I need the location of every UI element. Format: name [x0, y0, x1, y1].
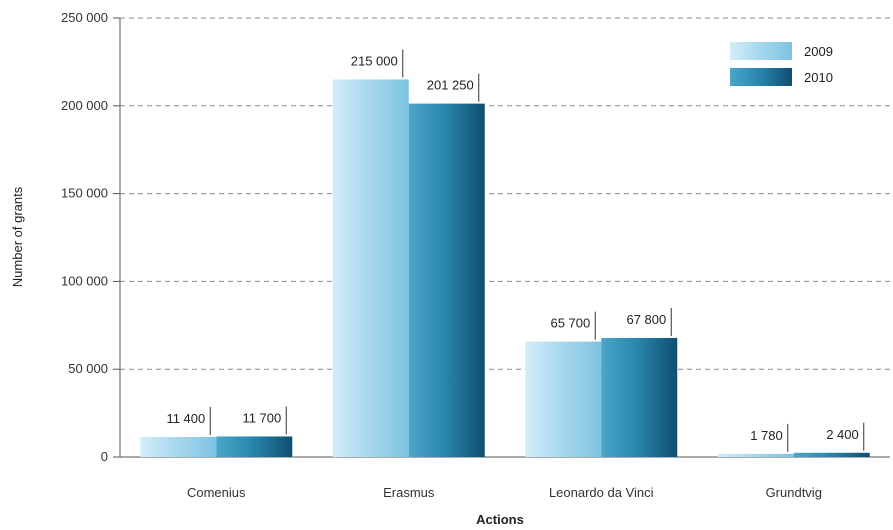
data-label: 11 700	[242, 410, 281, 425]
legend-label-2010: 2010	[804, 70, 833, 85]
y-axis: 0 50 000 100 000 150 000 200 000 250 000	[61, 10, 890, 464]
data-label: 1 780	[750, 428, 783, 443]
bar-2010	[793, 452, 870, 457]
bars	[140, 79, 870, 458]
data-label: 65 700	[550, 316, 590, 331]
legend-swatch-2009	[730, 42, 792, 60]
legend-swatch-2010	[730, 68, 792, 86]
x-axis: Comenius Erasmus Leonardo da Vinci Grundtvi…	[187, 485, 822, 500]
y-axis-title: Number of grants	[10, 186, 25, 287]
bar-2010	[216, 436, 293, 457]
x-axis-title: Actions	[476, 512, 524, 527]
y-tick-label: 0	[101, 449, 108, 464]
bar-2009	[140, 436, 217, 457]
bar-2010	[601, 337, 678, 457]
y-tick-label: 150 000	[61, 186, 108, 201]
legend: 2009 2010	[730, 42, 833, 86]
gridlines	[120, 17, 890, 370]
x-tick-label: Leonardo da Vinci	[549, 485, 654, 500]
bar-2009	[717, 453, 794, 457]
legend-label-2009: 2009	[804, 44, 833, 59]
y-tick-label: 250 000	[61, 10, 108, 25]
data-label: 67 800	[626, 312, 666, 327]
bar-2009	[525, 341, 602, 457]
y-tick-label: 200 000	[61, 98, 108, 113]
bar-2009	[332, 79, 409, 458]
x-tick-label: Erasmus	[383, 485, 435, 500]
data-label: 2 400	[826, 427, 859, 442]
x-tick-label: Comenius	[187, 485, 246, 500]
data-labels: 11 400 11 700 215 000 201 250 65 700 67 800 1 …	[166, 49, 865, 452]
x-tick-label: Grundtvig	[766, 485, 822, 500]
data-label: 215 000	[351, 53, 398, 68]
y-tick-label: 50 000	[68, 361, 108, 376]
bar-2010	[408, 103, 485, 457]
data-label: 11 400	[166, 411, 205, 426]
data-label: 201 250	[427, 78, 474, 93]
y-tick-label: 100 000	[61, 273, 108, 288]
